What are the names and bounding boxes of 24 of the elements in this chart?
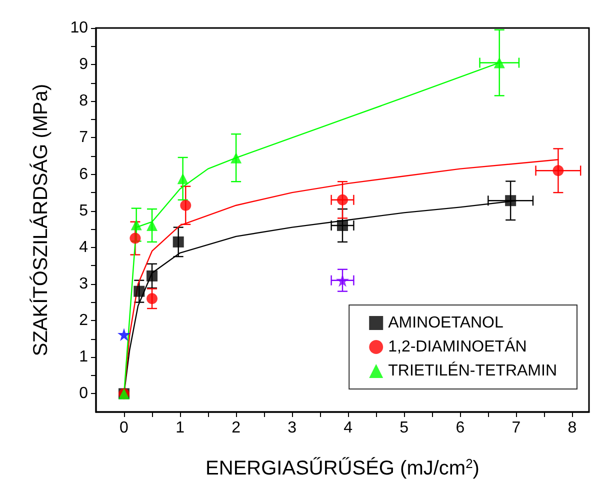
x-tick-label: 3: [288, 420, 297, 436]
y-axis-title: SZAKÍTÓSZILÁRDSÁG (MPa): [29, 84, 52, 356]
y-tick-label: 8: [79, 92, 88, 110]
y-tick-label: 5: [79, 202, 88, 220]
legend-label: AMINOETANOL: [388, 314, 504, 332]
legend-label: TRIETILÉN-TETRAMIN: [388, 362, 557, 380]
y-tick-label: 10: [70, 20, 88, 36]
x-tick-label: 7: [512, 420, 521, 436]
legend-label: 1,2-DIAMINOETÁN: [388, 338, 527, 356]
x-tick-label: 8: [568, 420, 577, 436]
y-tick-label: 0: [79, 385, 88, 402]
y-tick-label: 2: [79, 312, 88, 330]
x-tick-label: 2: [232, 420, 241, 436]
x-tick-label: 6: [456, 420, 465, 436]
x-tick-label: 1: [176, 420, 185, 436]
y-tick-label: 1: [79, 348, 88, 366]
x-tick-label: 0: [120, 420, 129, 436]
y-tick-label: 6: [79, 166, 88, 183]
x-tick-label: 4: [344, 420, 353, 436]
y-tick-label: 4: [79, 238, 88, 256]
y-tick-label: 9: [79, 56, 88, 74]
y-tick-label: 7: [79, 129, 88, 146]
x-tick-label: 5: [400, 420, 409, 436]
y-tick-label: 3: [79, 276, 88, 292]
